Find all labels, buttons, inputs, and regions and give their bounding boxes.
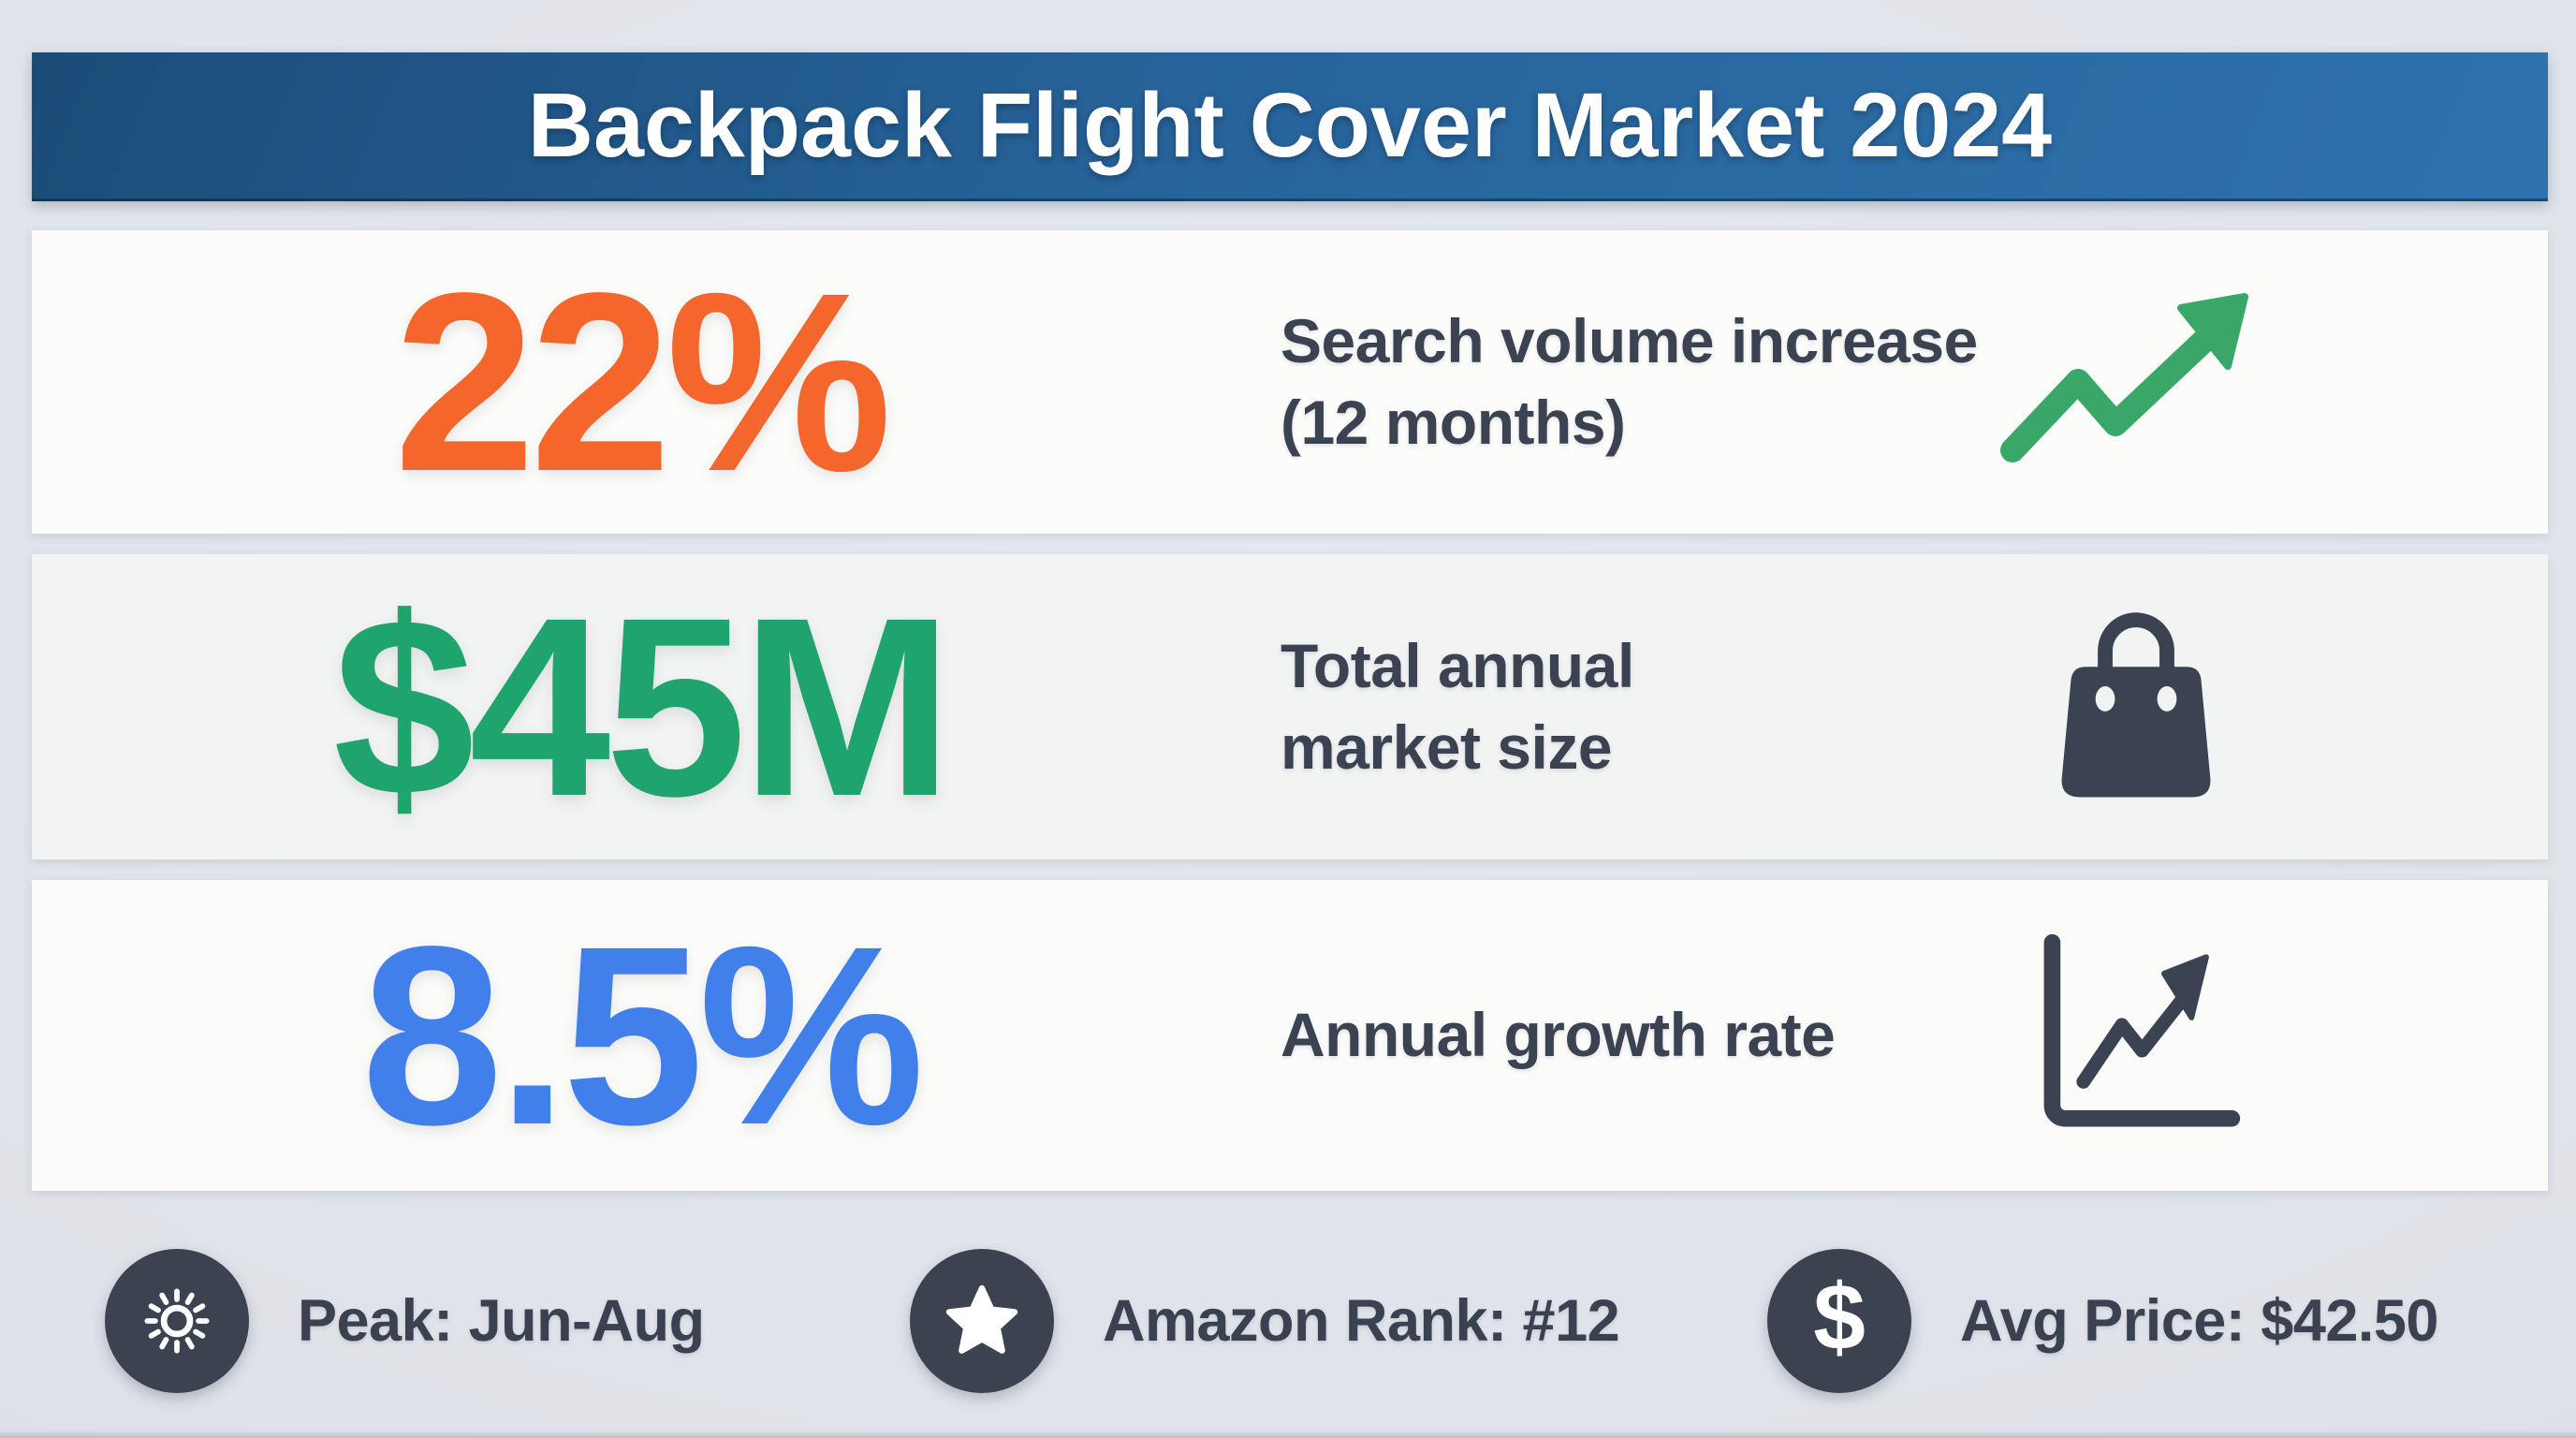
footer-item-avg-price: $ Avg Price: $42.50 bbox=[1767, 1247, 2438, 1395]
footer-item-amazon-rank: Amazon Rank: #12 bbox=[910, 1247, 1620, 1395]
stat-icon-zone bbox=[1874, 554, 2398, 859]
footer-item-peak-season: Peak: Jun-Aug bbox=[105, 1247, 705, 1395]
stat-label-search-volume: Search volume increase (12 months) bbox=[1281, 305, 1978, 457]
stat-icon-zone bbox=[1874, 230, 2398, 534]
stat-row-search-volume: 22% Search volume increase (12 months) bbox=[32, 230, 2548, 534]
shopping-bag-icon bbox=[2061, 612, 2211, 798]
footer-label-amazon-rank: Amazon Rank: #12 bbox=[1103, 1288, 1620, 1354]
star-badge bbox=[910, 1249, 1054, 1393]
stat-row-growth-rate: 8.5% Annual growth rate bbox=[32, 880, 2548, 1191]
sun-icon bbox=[144, 1288, 210, 1354]
footer-label-avg-price: Avg Price: $42.50 bbox=[1960, 1288, 2438, 1354]
dollar-icon: $ bbox=[1813, 1265, 1866, 1370]
sun-badge bbox=[105, 1249, 249, 1393]
page-title: Backpack Flight Cover Market 2024 bbox=[527, 74, 2053, 176]
trending-up-icon bbox=[2000, 293, 2248, 462]
stat-row-market-size: $45M Total annual market size bbox=[32, 554, 2548, 859]
stat-value-market-size: $45M bbox=[332, 565, 953, 849]
footer-label-peak-season: Peak: Jun-Aug bbox=[298, 1288, 705, 1354]
stat-value-growth-rate: 8.5% bbox=[361, 893, 925, 1178]
stat-value-search-volume: 22% bbox=[393, 240, 892, 524]
stat-icon-zone bbox=[1874, 880, 2398, 1191]
header-banner: Backpack Flight Cover Market 2024 bbox=[32, 52, 2548, 201]
dollar-badge: $ bbox=[1767, 1249, 1911, 1393]
stat-label-growth-rate: Annual growth rate bbox=[1281, 1000, 1836, 1070]
stat-label-market-size: Total annual market size bbox=[1281, 630, 1634, 782]
star-icon bbox=[945, 1284, 1018, 1354]
line-chart-icon bbox=[2043, 933, 2240, 1126]
